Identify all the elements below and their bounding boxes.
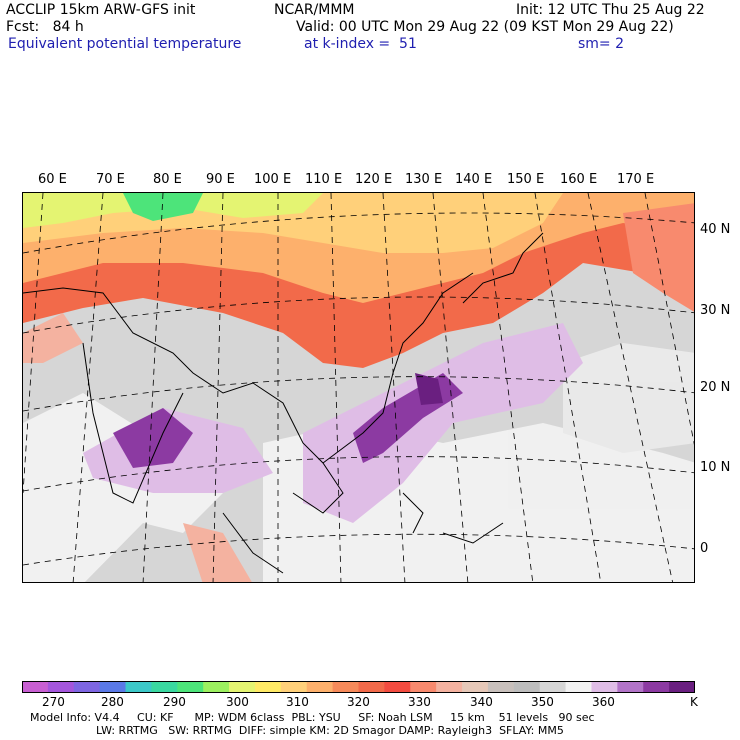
colorbar-tick-340: 340 <box>470 695 493 709</box>
colorbar-swatch <box>539 681 567 693</box>
colorbar-swatch <box>462 681 489 693</box>
colorbar-tick-360: 360 <box>592 695 615 709</box>
lon-label-150e: 150 E <box>507 172 545 187</box>
lat-label-10n: 10 N <box>700 460 731 475</box>
forecast-hour: Fcst: 84 h <box>6 19 84 35</box>
colorbar <box>22 681 695 693</box>
lon-label-130e: 130 E <box>405 172 443 187</box>
colorbar-swatch <box>99 681 127 693</box>
colorbar-swatch <box>280 681 308 693</box>
colorbar-swatch <box>254 681 282 693</box>
lon-label-90e: 90 E <box>206 172 235 187</box>
lat-label-0: 0 <box>700 541 709 556</box>
colorbar-swatch <box>229 681 256 693</box>
lon-label-80e: 80 E <box>153 172 182 187</box>
colorbar-swatch <box>436 681 463 693</box>
lat-label-30n: 30 N <box>700 303 731 318</box>
field-warm-regions <box>23 193 694 582</box>
colorbar-swatch <box>617 681 644 693</box>
lon-label-170e: 170 E <box>617 172 655 187</box>
lon-label-140e: 140 E <box>455 172 493 187</box>
init-time: Init: 12 UTC Thu 25 Aug 22 <box>516 2 705 18</box>
graticule <box>23 193 694 582</box>
colorbar-swatch <box>203 681 230 693</box>
model-title: ACCLIP 15km ARW-GFS init <box>6 2 196 18</box>
colorbar-unit: K <box>690 695 698 709</box>
colorbar-swatch <box>591 681 618 693</box>
colorbar-swatch <box>151 681 178 693</box>
field-purple-regions <box>83 323 583 523</box>
colorbar-swatch <box>565 681 592 693</box>
field-name: Equivalent potential temperature <box>8 36 242 52</box>
smoothing-value: sm= 2 <box>578 36 625 52</box>
valid-time: Valid: 00 UTC Mon 29 Aug 22 (09 KST Mon … <box>296 19 674 35</box>
lon-label-100e: 100 E <box>254 172 292 187</box>
lon-label-70e: 70 E <box>96 172 125 187</box>
colorbar-tick-290: 290 <box>163 695 186 709</box>
colorbar-swatch <box>384 681 411 693</box>
lat-label-40n: 40 N <box>700 222 731 237</box>
colorbar-swatch <box>47 681 75 693</box>
colorbar-swatch <box>410 681 437 693</box>
institution-label: NCAR/MMM <box>274 2 355 18</box>
colorbar-border <box>22 681 695 693</box>
lat-label-20n: 20 N <box>700 380 731 395</box>
colorbar-swatch <box>669 681 695 693</box>
colorbar-swatch <box>125 681 152 693</box>
footer-physics-info: LW: RRTMG SW: RRTMG DIFF: simple KM: 2D … <box>96 724 564 737</box>
theta-e-map <box>22 192 695 583</box>
lon-label-120e: 120 E <box>355 172 393 187</box>
coastlines <box>23 232 544 574</box>
colorbar-swatch <box>22 681 49 693</box>
colorbar-swatch <box>643 681 670 693</box>
colorbar-swatch <box>332 681 359 693</box>
colorbar-swatch <box>513 681 541 693</box>
colorbar-swatch <box>487 681 515 693</box>
colorbar-tick-310: 310 <box>286 695 309 709</box>
lon-label-160e: 160 E <box>560 172 598 187</box>
colorbar-swatch <box>306 681 334 693</box>
level-index: at k-index = 51 <box>304 36 417 52</box>
colorbar-tick-300: 300 <box>226 695 249 709</box>
lon-label-60e: 60 E <box>38 172 67 187</box>
colorbar-swatch <box>358 681 385 693</box>
colorbar-tick-320: 320 <box>347 695 370 709</box>
colorbar-tick-280: 280 <box>101 695 124 709</box>
lon-label-110e: 110 E <box>305 172 343 187</box>
colorbar-tick-350: 350 <box>531 695 554 709</box>
footer-model-info: Model Info: V4.4 CU: KF MP: WDM 6class P… <box>30 711 595 724</box>
colorbar-swatch <box>73 681 101 693</box>
colorbar-tick-270: 270 <box>42 695 65 709</box>
colorbar-tick-330: 330 <box>408 695 431 709</box>
colorbar-swatch <box>177 681 204 693</box>
